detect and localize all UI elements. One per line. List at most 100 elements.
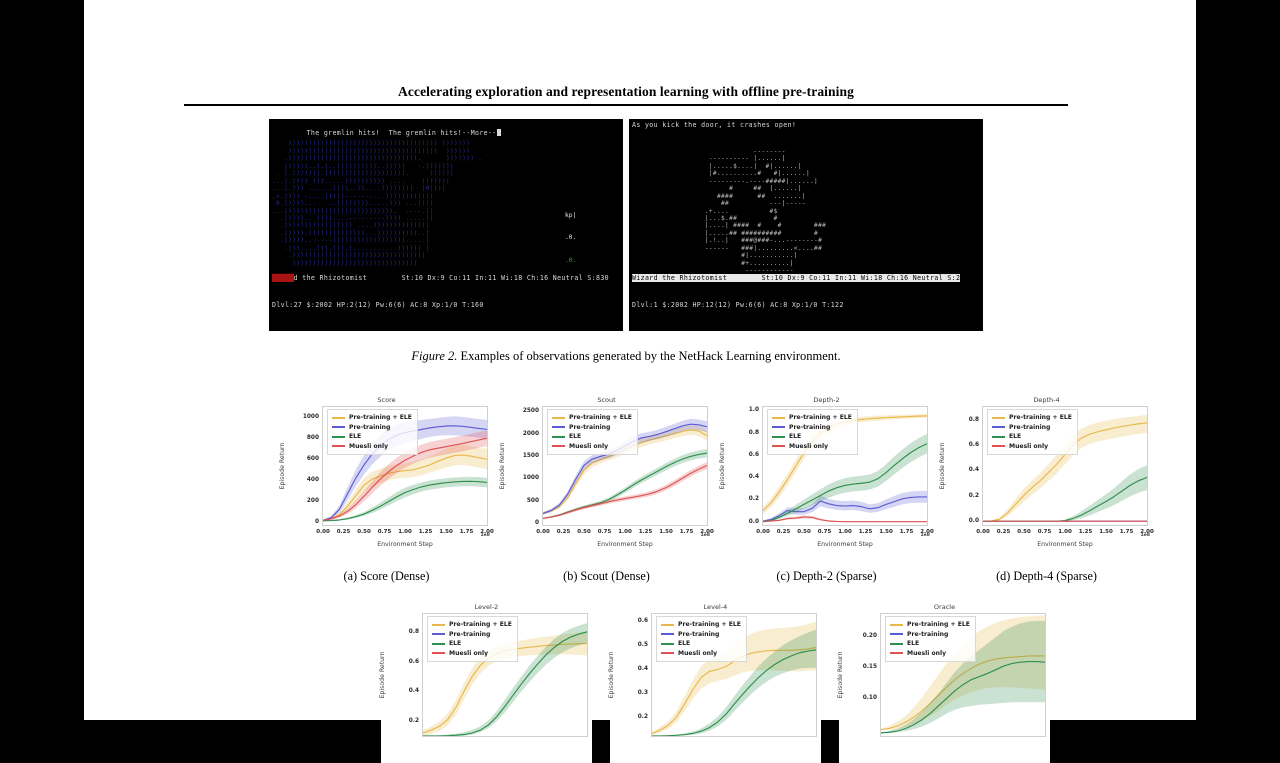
legend-item[interactable]: Pre-training + ELE — [332, 413, 412, 423]
legend-label: Muesli only — [1009, 442, 1049, 450]
x-axis-label-score: Environment Step — [377, 541, 433, 548]
legend-label: Pre-training — [569, 423, 611, 431]
x-tick-row-score: 0.00 0.25 0.50 0.75 1.00 1.25 1.50 1.75 2.00 — [316, 529, 494, 538]
legend-item[interactable]: Pre-training — [432, 630, 512, 640]
y-tick-label: 0.6 — [637, 618, 648, 625]
legend-label: Pre-training + ELE — [349, 414, 412, 422]
legend-item[interactable]: Pre-training — [992, 423, 1072, 433]
x-tick-label: 0.75 — [377, 529, 392, 535]
x-tick-label: 0.50 — [357, 529, 371, 535]
legend-label: Pre-training — [1009, 423, 1051, 431]
y-tick-label: 0.0 — [968, 518, 979, 525]
y-tick-label: 0.3 — [637, 689, 648, 696]
x-tick-label: 1.50 — [1099, 529, 1113, 535]
x-axis-exponent-score: 1e8 — [480, 533, 490, 538]
nethack-status-left-line1: █████d the Rhizotomist St:10 Dx:9 Co:11 … — [272, 274, 609, 283]
legend-label: Pre-training — [349, 423, 391, 431]
y-tick-label: 0.2 — [968, 492, 979, 499]
x-tick-label: 1.25 — [638, 529, 653, 535]
legend-item[interactable]: ELE — [890, 639, 970, 649]
legend-item[interactable]: Pre-training — [552, 423, 632, 433]
legend-swatch-icon — [552, 435, 565, 438]
legend-item[interactable]: ELE — [332, 432, 412, 442]
y-tick-column-oracle: 0.10 0.15 0.20 — [839, 613, 877, 737]
legend-item[interactable]: Muesli only — [332, 442, 412, 452]
y-tick-label: 0.4 — [408, 688, 419, 695]
legend-item[interactable]: Pre-training — [332, 423, 412, 433]
chart-scout: Scout Episode Return 0 500 1000 1500 2000 2500 0… — [499, 396, 714, 552]
legend-item[interactable]: ELE — [772, 432, 852, 442]
legend-label: Muesli only — [678, 649, 718, 657]
legend-swatch-icon — [661, 652, 674, 655]
y-tick-label: 0.8 — [748, 429, 759, 436]
nethack-map-left: ))))))))))))))))))))))))))))))))))))) ))… — [272, 140, 483, 267]
y-tick-label: 200 — [306, 497, 319, 504]
figure-caption-label: Figure 2. — [411, 349, 458, 363]
chart-box-scout: Scout Episode Return 0 500 1000 1500 2000 2500 0… — [499, 396, 714, 552]
terminal-cursor-icon — [496, 129, 501, 136]
y-tick-label: 0.0 — [748, 518, 759, 525]
x-tick-label: 1.50 — [659, 529, 673, 535]
y-tick-label: 400 — [306, 477, 319, 484]
legend-swatch-icon — [890, 652, 903, 655]
y-tick-label: 0.8 — [968, 416, 979, 423]
legend-item[interactable]: ELE — [992, 432, 1072, 442]
legend-swatch-icon — [890, 642, 903, 645]
side-glyph-1: .0. — [565, 234, 577, 242]
legend-item[interactable]: Pre-training + ELE — [552, 413, 632, 423]
legend-item[interactable]: Pre-training — [772, 423, 852, 433]
legend-swatch-icon — [332, 445, 345, 448]
side-glyph-2: .0. — [565, 256, 577, 264]
confidence-band-score-0 — [323, 445, 487, 521]
series-line-score-0 — [323, 454, 487, 521]
legend-label: ELE — [569, 433, 582, 441]
x-tick-label: 1.25 — [858, 529, 873, 535]
y-tick-label: 600 — [306, 456, 319, 463]
series-line-score-2 — [323, 480, 487, 522]
confidence-band-scout-0 — [543, 425, 707, 515]
x-axis-label-scout: Environment Step — [597, 541, 653, 548]
legend-item[interactable]: ELE — [661, 639, 741, 649]
chart-box-depth2: Depth-2 Episode Return 0.0 0.2 0.4 0.6 0.8 1.0 0… — [719, 396, 934, 552]
x-tick-label: 0.50 — [1017, 529, 1031, 535]
status-left-rest: d the Rhizotomist St:10 Dx:9 Co:11 In:11… — [293, 274, 609, 282]
legend-item[interactable]: Muesli only — [661, 649, 741, 659]
legend-swatch-icon — [552, 426, 565, 429]
legend-item[interactable]: ELE — [552, 432, 632, 442]
legend-item[interactable]: Muesli only — [552, 442, 632, 452]
legend-item[interactable]: Muesli only — [432, 649, 512, 659]
legend-item[interactable]: Muesli only — [772, 442, 852, 452]
legend-swatch-icon — [552, 416, 565, 419]
x-tick-label: 0.00 — [316, 529, 330, 535]
legend-score: Pre-training + ELE Pre-training ELE Muesli … — [327, 409, 418, 455]
legend-item[interactable]: Pre-training + ELE — [890, 620, 970, 630]
legend-item[interactable]: Pre-training — [890, 630, 970, 640]
chart-box-level4: Level-4 Episode Return 0.2 0.3 0.4 0.5 0.6 Pre-… — [608, 603, 821, 763]
chart-title-level4: Level-4 — [703, 603, 728, 611]
legend-item[interactable]: Pre-training + ELE — [661, 620, 741, 630]
legend-label: Pre-training + ELE — [678, 621, 741, 629]
legend-item[interactable]: Pre-training + ELE — [992, 413, 1072, 423]
legend-item[interactable]: Muesli only — [890, 649, 970, 659]
series-line-depth2-3 — [763, 516, 927, 523]
legend-label: Muesli only — [349, 442, 389, 450]
y-tick-label: 1500 — [522, 452, 539, 459]
nethack-message-right: As you kick the door, it crashes open! — [632, 121, 797, 129]
legend-label: Muesli only — [449, 649, 489, 657]
legend-swatch-icon — [772, 445, 785, 448]
legend-item[interactable]: Muesli only — [992, 442, 1072, 452]
legend-item[interactable]: ELE — [432, 639, 512, 649]
confidence-band-oracle-2 — [881, 620, 1045, 733]
y-tick-column-level4: 0.2 0.3 0.4 0.5 0.6 — [610, 613, 648, 737]
redacted-player-name: █████ — [272, 274, 294, 282]
legend-label: ELE — [907, 640, 920, 648]
y-tick-label: 500 — [526, 497, 539, 504]
legend-label: ELE — [349, 433, 362, 441]
legend-item[interactable]: Pre-training + ELE — [772, 413, 852, 423]
legend-swatch-icon — [890, 623, 903, 626]
legend-item[interactable]: Pre-training + ELE — [432, 620, 512, 630]
figure-caption-text: Examples of observations generated by th… — [457, 349, 841, 363]
legend-item[interactable]: Pre-training — [661, 630, 741, 640]
chart-box-depth4: Depth-4 Episode Return 0.0 0.2 0.4 0.6 0.8 0.00… — [939, 396, 1154, 552]
x-tick-row-scout: 0.00 0.25 0.50 0.75 1.00 1.25 1.50 1.75 2.00 — [536, 529, 714, 538]
